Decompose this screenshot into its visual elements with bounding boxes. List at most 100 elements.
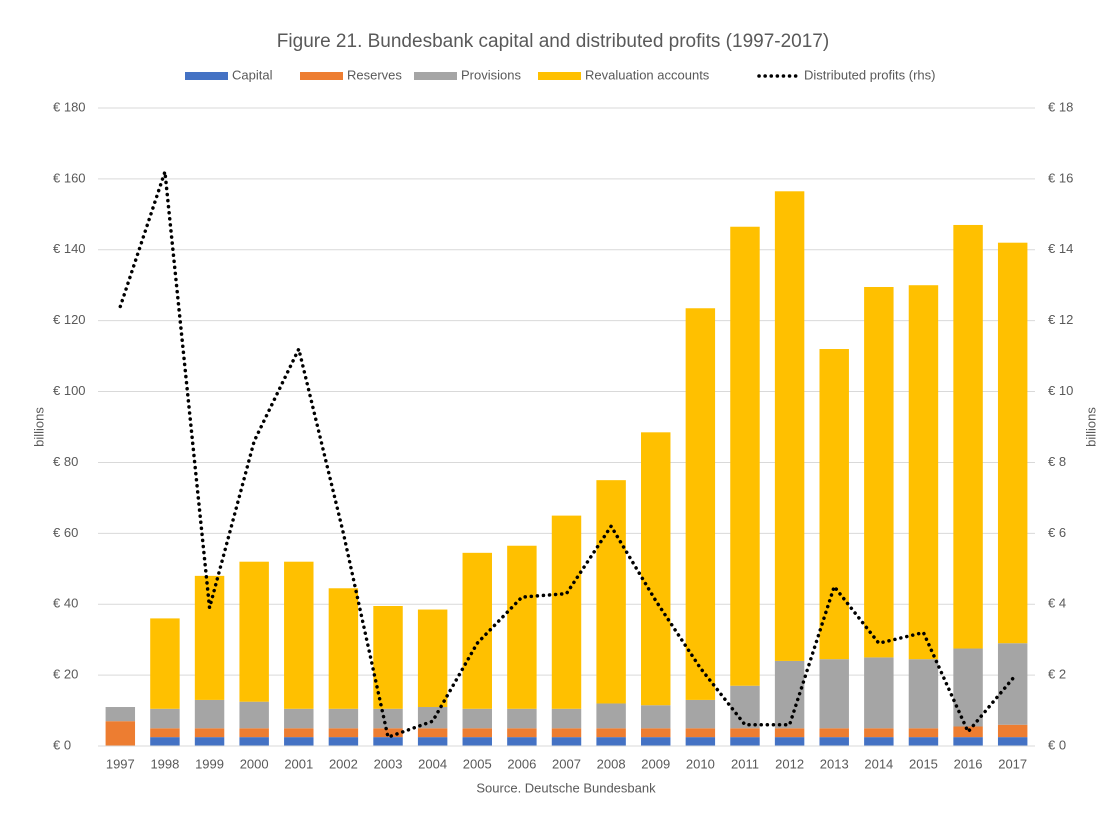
bar-segment [730, 226, 760, 686]
bar-segment [507, 737, 537, 746]
y-tick-label: € 100 [53, 383, 86, 398]
bar-segment [997, 643, 1028, 725]
legend-label: Reserves [347, 67, 402, 82]
y2-tick-label: € 6 [1048, 525, 1066, 540]
bar-segment [328, 588, 359, 709]
x-tick-label: 2005 [463, 756, 492, 771]
x-tick-label: 2008 [597, 756, 626, 771]
bar-segment [774, 728, 805, 738]
bar-segment [908, 737, 939, 746]
bar-segment [417, 609, 448, 708]
legend-label: Provisions [461, 67, 521, 82]
bar-segment [596, 480, 626, 704]
bar-segment [284, 708, 314, 729]
bar-segment [819, 659, 849, 729]
y-tick-label: € 40 [53, 596, 78, 611]
bar-segment [373, 708, 403, 729]
x-tick-label: 2016 [954, 756, 983, 771]
y-tick-label: € 20 [53, 667, 78, 682]
bar-segment [551, 728, 582, 738]
bar-segment [150, 708, 180, 729]
x-tick-label: 1999 [195, 756, 224, 771]
x-tick-label: 2004 [418, 756, 447, 771]
bar-segment [462, 737, 492, 746]
bar-segment [417, 707, 448, 729]
bar-segment [284, 561, 314, 709]
bar-segment [328, 708, 359, 729]
bar-segment [373, 737, 403, 746]
bar-segment [685, 308, 716, 700]
bar-segment [194, 737, 225, 746]
bar-segment [864, 657, 894, 729]
bar-segment [373, 728, 403, 738]
line-series [118, 171, 1015, 740]
legend-swatch [300, 72, 343, 80]
x-tick-label: 2010 [686, 756, 715, 771]
bar-segment [774, 191, 805, 661]
bar-segment [864, 737, 894, 746]
bar-segment [730, 728, 760, 738]
x-tick-label: 1998 [150, 756, 179, 771]
bar-segment [150, 728, 180, 738]
y2-tick-label: € 10 [1048, 383, 1073, 398]
y2-axis-label: billions [1083, 407, 1098, 447]
bar-segment [105, 707, 136, 722]
bar-segment [462, 552, 492, 709]
legend-swatch [414, 72, 457, 80]
y-tick-label: € 140 [53, 241, 86, 256]
bar-segment [507, 728, 537, 738]
bar-segment [774, 737, 805, 746]
y-tick-label: € 80 [53, 454, 78, 469]
x-tick-label: 2017 [998, 756, 1027, 771]
bar-segment [819, 737, 849, 746]
y-tick-label: € 160 [53, 170, 86, 185]
legend-label: Revaluation accounts [585, 67, 710, 82]
bar-segment [239, 737, 269, 746]
x-tick-label: 2002 [329, 756, 358, 771]
y2-tick-label: € 16 [1048, 170, 1073, 185]
bar-segment [819, 728, 849, 738]
x-tick-label: 2011 [731, 756, 759, 771]
bar-segment [641, 705, 671, 729]
bar-segment [551, 737, 582, 746]
bar-segment [641, 728, 671, 738]
x-tick-label: 2014 [864, 756, 893, 771]
bar-segment [507, 708, 537, 729]
bar-segment [462, 708, 492, 729]
x-tick-label: 2013 [820, 756, 849, 771]
bar-segment [105, 721, 136, 746]
bar-segment [908, 659, 939, 729]
y2-tick-label: € 2 [1048, 667, 1066, 682]
bar-segment [685, 737, 716, 746]
bar-segment [417, 728, 448, 738]
bar-segment [864, 286, 894, 658]
bar-segment [819, 349, 849, 660]
chart-title: Figure 21. Bundesbank capital and distri… [277, 31, 829, 52]
x-tick-label: 2007 [552, 756, 581, 771]
y-tick-label: € 180 [53, 99, 86, 114]
bar-segment [730, 685, 760, 729]
bar-segment [997, 724, 1028, 738]
x-tick-label: 2009 [641, 756, 670, 771]
bar-segment [997, 242, 1028, 644]
bar-segment [551, 708, 582, 729]
source-note: Source. Deutsche Bundesbank [476, 780, 656, 795]
bar-segment [953, 737, 983, 746]
bar-segment [953, 224, 983, 649]
bar-segment [730, 737, 760, 746]
bar-segment [953, 726, 983, 738]
x-tick-label: 2015 [909, 756, 938, 771]
bar-segment [328, 737, 359, 746]
y-tick-label: € 60 [53, 525, 78, 540]
bar-segment [239, 701, 269, 729]
bar-segment [997, 737, 1028, 746]
x-tick-label: 2006 [507, 756, 536, 771]
legend-swatch [185, 72, 228, 80]
x-tick-label: 2001 [284, 756, 313, 771]
bar-segment [596, 703, 626, 729]
bar-segment [194, 728, 225, 738]
y2-tick-label: € 8 [1048, 454, 1066, 469]
bar-segment [864, 728, 894, 738]
bar-segment [328, 728, 359, 738]
bar-segment [239, 561, 269, 702]
